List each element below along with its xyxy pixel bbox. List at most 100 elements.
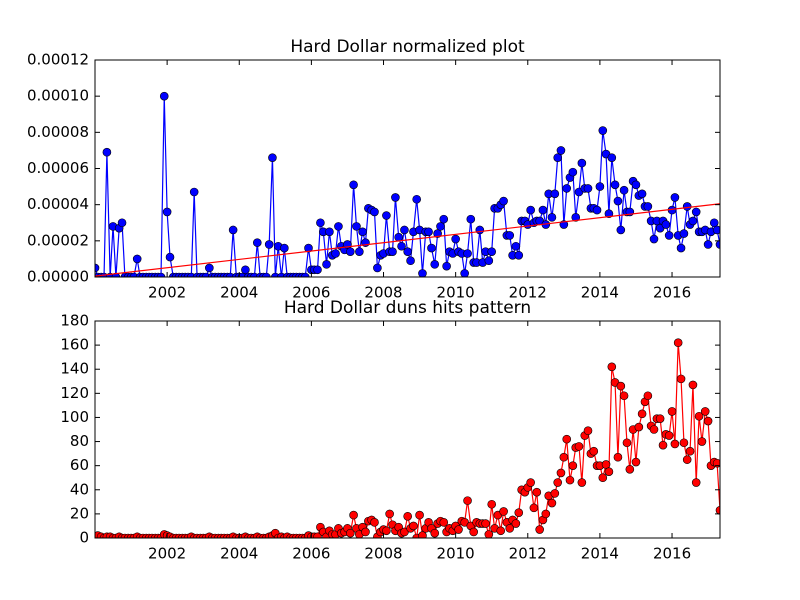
data-point bbox=[574, 442, 584, 451]
data-point bbox=[556, 468, 566, 478]
data-point bbox=[241, 265, 250, 275]
data-point bbox=[499, 196, 508, 206]
data-point bbox=[325, 227, 334, 237]
data-point bbox=[553, 153, 563, 162]
data-point bbox=[454, 525, 463, 534]
data-point bbox=[439, 518, 449, 527]
data-point bbox=[252, 238, 262, 247]
data-point bbox=[577, 478, 587, 487]
data-point bbox=[514, 251, 524, 260]
data-point bbox=[682, 455, 692, 464]
x-tick-label: 2016 bbox=[653, 284, 691, 302]
y-tick-label: 0.00010 bbox=[27, 87, 89, 105]
data-point bbox=[442, 261, 451, 271]
data-point bbox=[670, 439, 680, 449]
data-point bbox=[334, 222, 343, 231]
axes-frame bbox=[94, 320, 721, 539]
data-point bbox=[156, 272, 166, 277]
data-point bbox=[361, 527, 370, 537]
data-point bbox=[403, 511, 412, 521]
y-tick-label: 0.00000 bbox=[27, 268, 89, 286]
data-point bbox=[616, 225, 626, 235]
data-point bbox=[162, 207, 172, 217]
data-point bbox=[712, 225, 720, 235]
data-point bbox=[397, 241, 406, 251]
data-point bbox=[634, 422, 644, 432]
data-point bbox=[355, 247, 364, 256]
data-point bbox=[466, 214, 476, 224]
data-point bbox=[322, 260, 331, 269]
x-tick-label: 2002 bbox=[148, 284, 186, 302]
data-point bbox=[532, 487, 542, 497]
plot-area bbox=[95, 91, 720, 277]
data-point bbox=[703, 416, 713, 426]
data-point bbox=[688, 216, 698, 226]
data-point bbox=[622, 438, 632, 448]
data-point bbox=[460, 269, 469, 277]
data-point bbox=[676, 243, 686, 253]
y-tick-label: 0.00008 bbox=[27, 123, 89, 141]
x-tick-label: 2014 bbox=[581, 545, 619, 563]
data-point bbox=[619, 185, 629, 195]
data-point bbox=[529, 503, 539, 513]
data-point bbox=[547, 213, 557, 222]
data-point bbox=[406, 256, 415, 266]
data-point bbox=[562, 434, 572, 444]
data-point bbox=[538, 205, 548, 215]
data-point bbox=[556, 146, 566, 155]
data-point bbox=[667, 407, 677, 416]
data-point bbox=[505, 231, 515, 240]
data-point bbox=[228, 225, 238, 235]
data-point bbox=[691, 478, 701, 487]
data-point bbox=[655, 414, 665, 423]
data-point bbox=[262, 272, 271, 277]
data-point bbox=[346, 528, 355, 538]
y-tick-label: 120 bbox=[60, 384, 89, 402]
data-point bbox=[313, 532, 322, 538]
plot-area bbox=[95, 338, 720, 538]
data-point bbox=[550, 189, 560, 199]
data-point bbox=[664, 231, 674, 240]
data-point bbox=[505, 524, 515, 533]
data-point bbox=[613, 452, 623, 462]
x-tick-label: 2010 bbox=[437, 545, 475, 563]
data-point bbox=[352, 222, 361, 231]
data-point bbox=[688, 380, 698, 390]
data-point bbox=[571, 213, 581, 222]
data-point bbox=[159, 91, 169, 101]
data-point bbox=[679, 438, 689, 448]
data-point bbox=[268, 153, 277, 162]
data-point bbox=[604, 467, 614, 476]
data-point bbox=[535, 525, 544, 534]
y-tick-label: 160 bbox=[60, 336, 89, 354]
chart-title: Hard Dollar normalized plot bbox=[290, 37, 525, 57]
data-point bbox=[694, 411, 704, 421]
data-point bbox=[643, 391, 653, 401]
data-point bbox=[583, 426, 593, 436]
data-point bbox=[649, 234, 659, 244]
x-tick-label: 2014 bbox=[581, 284, 619, 302]
data-point bbox=[610, 180, 620, 190]
data-point bbox=[565, 475, 575, 485]
data-point bbox=[439, 214, 449, 224]
data-point bbox=[700, 407, 710, 416]
data-point bbox=[300, 272, 310, 277]
data-point bbox=[697, 437, 707, 446]
y-tick-label: 140 bbox=[60, 360, 89, 378]
data-point bbox=[598, 126, 608, 135]
data-point bbox=[391, 193, 400, 202]
data-point bbox=[709, 218, 719, 228]
data-point bbox=[658, 440, 668, 450]
data-point bbox=[165, 252, 175, 262]
x-tick-label: 2012 bbox=[509, 545, 547, 563]
data-point bbox=[607, 153, 617, 162]
data-point bbox=[670, 193, 680, 202]
data-point bbox=[487, 499, 497, 509]
data-point bbox=[691, 207, 701, 217]
data-point bbox=[418, 531, 427, 538]
data-point bbox=[682, 202, 692, 211]
data-point bbox=[637, 189, 647, 199]
data-point bbox=[568, 461, 578, 470]
